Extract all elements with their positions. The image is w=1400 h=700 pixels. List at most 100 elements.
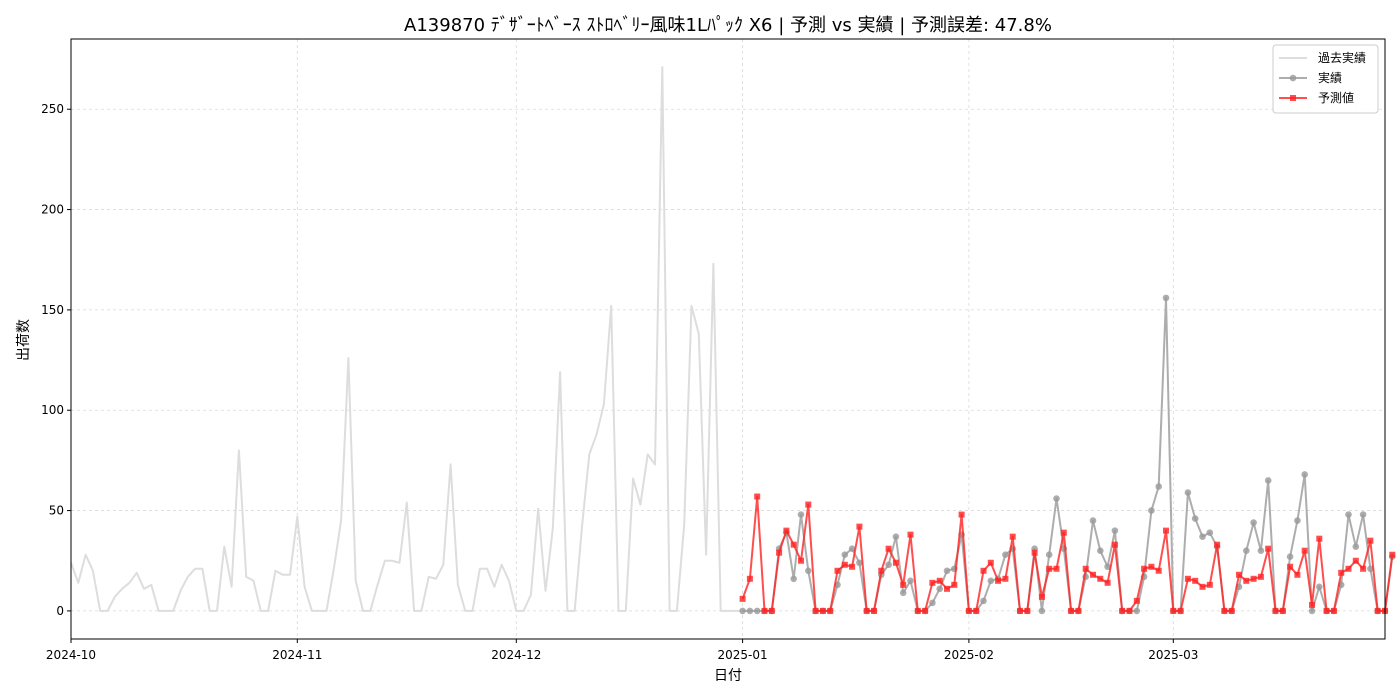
data-point [1250,519,1257,526]
data-point [863,607,870,614]
y-axis-label: 出荷数 [16,319,32,361]
data-point [1177,607,1184,614]
legend-box [1272,44,1379,114]
data-point [965,607,972,614]
data-point [1279,607,1286,614]
data-point [739,607,746,615]
data-point [856,523,863,530]
data-point [1199,533,1206,540]
data-point [1359,511,1367,518]
data-point [849,563,856,570]
data-point [834,567,841,574]
data-point [1046,565,1053,572]
data-point [1301,547,1308,554]
data-point [1316,535,1323,542]
data-point [1075,607,1082,614]
legend-item: 予測値 [1279,90,1354,105]
data-point [1155,483,1162,490]
plot-series [70,66,1396,615]
data-point [1286,553,1294,561]
data-point [1141,565,1148,572]
data-point [827,607,834,614]
data-point [841,551,849,559]
y-tick-label: 150 [41,303,64,317]
data-point [1111,527,1119,534]
data-point [1308,607,1316,615]
data-point [1104,563,1111,571]
data-point [1053,495,1060,502]
x-tick-label: 2024-10 [46,648,96,662]
data-point [944,585,950,592]
data-point [1184,489,1192,496]
data-point [1009,533,1016,540]
data-point [871,607,877,614]
data-point [1133,607,1141,615]
x-tick-label: 2024-11 [272,648,322,662]
data-point [746,575,753,582]
data-point [987,559,994,566]
data-point [980,567,987,574]
data-point [1272,607,1279,614]
data-point [746,607,754,615]
data-point [1206,581,1213,588]
data-point [907,531,914,538]
data-point [790,541,797,548]
data-point [914,607,921,614]
data-point [1199,583,1206,590]
series-line [70,66,743,612]
data-point [1119,607,1126,614]
data-point [980,597,987,605]
data-point [878,567,885,574]
data-point [1214,541,1221,548]
data-point [1031,549,1038,556]
data-point [929,599,936,607]
legend-label: 実績 [1318,70,1342,85]
data-point [776,549,783,556]
grid-lines [70,39,1385,639]
data-point [1374,607,1381,614]
data-point [1133,597,1140,604]
data-point [1184,575,1191,582]
series-1 [70,66,743,612]
data-point [812,607,819,614]
data-point [1024,607,1031,614]
data-point [907,577,914,585]
data-point [1243,577,1250,584]
series-3 [739,493,1396,614]
data-point [899,589,907,597]
data-point [1053,565,1060,572]
y-tick-label: 250 [41,102,64,116]
data-point [761,607,768,614]
legend-label: 予測値 [1318,90,1354,105]
x-axis: 2024-10 2024-11 2024-12 2025-01 2025-02 2025-… [46,639,1198,662]
y-tick-label: 100 [41,403,64,417]
data-point [1257,547,1265,555]
data-point [1287,563,1294,570]
data-point [892,533,900,540]
data-point [958,511,965,518]
data-point [1162,294,1170,302]
chart-title: A139870 ﾃﾞｻﾞｰﾄﾍﾞｰｽ ｽﾄﾛﾍﾞﾘｰ風味1Lﾊﾟｯｸ X6 | … [404,15,1052,36]
data-point [1163,527,1169,534]
data-point [1294,571,1301,578]
data-point [1148,563,1155,570]
x-tick-label: 2025-03 [1148,648,1198,662]
data-point [1389,551,1396,558]
data-point [1360,565,1367,572]
series-line [741,495,1394,612]
data-point [951,581,958,588]
data-point [1338,569,1345,576]
data-point [798,557,804,564]
data-point [943,567,951,575]
data-point [1126,607,1133,614]
data-point [841,561,848,568]
legend-label: 過去実績 [1318,50,1366,65]
data-point [885,545,892,552]
data-point [892,559,899,566]
data-point [805,501,812,508]
data-point [1367,565,1374,573]
data-point [1243,547,1250,555]
data-point [1060,529,1067,536]
data-point [1038,607,1046,615]
